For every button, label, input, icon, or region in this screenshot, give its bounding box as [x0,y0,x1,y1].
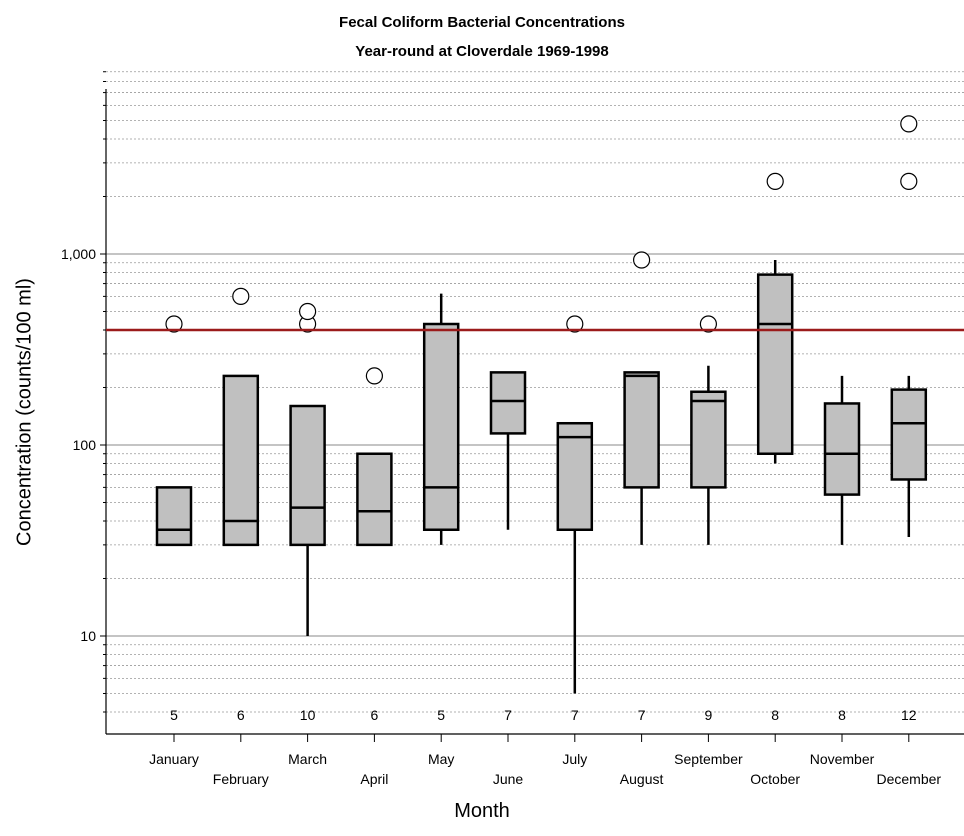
box [289,404,326,547]
x-tick-label: November [810,751,875,767]
y-tick-label: 10 [80,628,96,644]
sample-count-label: 8 [838,707,846,723]
y-tick-label: 100 [73,437,97,453]
x-tick-label: September [674,751,743,767]
chart-subtitle: Year-round at Cloverdale 1969-1998 [355,43,609,60]
outlier-point [699,315,718,333]
sample-count-label: 8 [771,707,779,723]
box [489,371,527,435]
sample-count-label: 10 [300,707,316,723]
box [690,390,727,489]
x-tick-label: February [213,771,269,787]
chart-title: Fecal Coliform Bacterial Concentrations [339,14,625,31]
outlier-point [299,302,317,321]
x-axis-label: Month [454,800,510,822]
outlier-point [900,115,918,133]
x-tick-label: July [562,751,587,767]
sample-count-label: 12 [901,707,917,723]
sample-count-label: 7 [571,707,579,723]
sample-count-label: 6 [371,707,379,723]
x-tick-label: March [288,751,327,767]
sample-count-label: 5 [170,707,178,723]
outlier-point [165,315,183,333]
sample-count-label: 7 [504,707,512,723]
box [623,371,660,489]
box [422,322,460,531]
box [356,452,393,547]
x-tick-label: April [360,771,388,787]
sample-count-label: 5 [437,707,445,723]
outlier-point [632,251,651,269]
x-tick-label: June [493,771,524,787]
sample-count-label: 9 [705,707,713,723]
x-tick-label: October [750,771,800,787]
box [556,421,594,531]
box [222,374,260,547]
sample-count-label: 7 [638,707,646,723]
x-tick-label: May [428,751,454,767]
outlier-point [232,287,250,305]
box [155,486,193,547]
outlier-point [566,315,584,333]
outlier-point [365,367,383,385]
y-tick-label: 1,000 [61,246,96,262]
outlier-point [900,172,918,190]
chart-title-block: Fecal Coliform Bacterial Concentrations … [0,8,964,66]
x-tick-label: August [620,771,664,787]
box [890,388,928,481]
y-axis-label: Concentration (counts/100 ml) [13,278,36,546]
box [756,273,794,455]
box [823,402,861,496]
sample-count-label: 6 [237,707,245,723]
x-tick-label: December [877,771,942,787]
x-tick-label: January [149,751,199,767]
outlier-point [766,172,784,190]
